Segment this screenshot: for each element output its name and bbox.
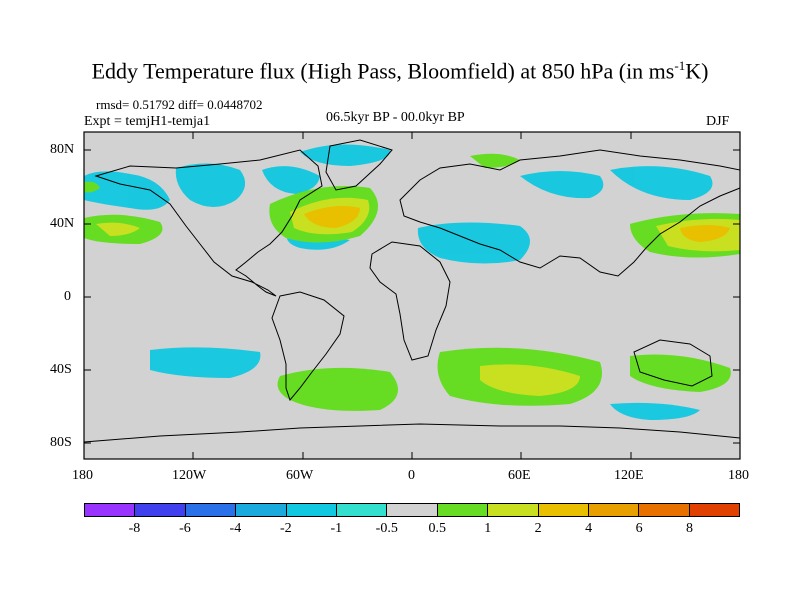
coast-north-america	[94, 149, 323, 297]
neg-region-canada	[262, 166, 320, 194]
colorbar	[84, 503, 740, 517]
x-tick-label: 120W	[172, 468, 207, 483]
colorbar-swatch	[387, 504, 438, 516]
neg-region-s-ocean	[610, 402, 700, 420]
neg-region-mediterranean	[417, 222, 530, 264]
y-tick-label: 40S	[50, 362, 72, 377]
season-label: DJF	[706, 114, 730, 129]
pos-region-nw-pacific	[84, 181, 100, 193]
colorbar-label: -0.5	[375, 521, 398, 536]
x-tick-label: 60E	[508, 468, 531, 483]
positive-anomaly-regions-high	[96, 197, 740, 396]
colorbar-label: 2	[534, 521, 542, 536]
colorbar-label: 6	[635, 521, 643, 536]
pos-region-arctic	[470, 153, 520, 168]
colorbar-swatch	[538, 504, 589, 516]
neg-region-e-siberia	[610, 166, 713, 200]
colorbar-label: -1	[330, 521, 343, 536]
colorbar-swatch	[588, 504, 640, 516]
x-tick-label: 0	[408, 468, 415, 483]
colorbar-label: 8	[686, 521, 694, 536]
coast-australia	[633, 339, 713, 387]
core-indian-ocean	[480, 364, 580, 396]
coast-africa	[369, 241, 451, 361]
colorbar-swatch	[689, 504, 740, 516]
tick-marks	[83, 132, 741, 459]
y-tick-label: 80S	[50, 435, 72, 450]
colorbar-label: 0.5	[428, 521, 446, 536]
core-e-pacific	[96, 222, 140, 236]
pos-region-australia-s	[630, 354, 731, 392]
core-gulf-stream-inner	[304, 206, 360, 228]
stats-label: rmsd= 0.51792 diff= 0.0448702	[96, 97, 263, 112]
y-tick-label: 0	[64, 289, 71, 304]
coast-greenland	[325, 139, 393, 191]
colorbar-label: -4	[229, 521, 242, 536]
x-tick-label: 180	[728, 468, 749, 483]
chart-title: Eddy Temperature flux (High Pass, Bloomf…	[91, 58, 709, 84]
neg-region-n-pacific-w	[84, 171, 170, 210]
coastlines	[83, 139, 741, 443]
period-label: 06.5kyr BP - 00.0kyr BP	[326, 110, 465, 125]
colorbar-swatch	[236, 504, 287, 516]
experiment-label: Expt = temjH1-temja1	[84, 114, 211, 129]
coast-south-america	[271, 291, 345, 402]
neg-region-s-pacific	[150, 347, 261, 378]
colorbar-swatch	[336, 504, 388, 516]
colorbar-swatch	[135, 504, 186, 516]
colorbar-swatch	[286, 504, 337, 516]
colorbar-swatch	[488, 504, 539, 516]
colorbar-swatch	[437, 504, 489, 516]
x-tick-label: 120E	[614, 468, 644, 483]
y-tick-label: 40N	[50, 216, 75, 231]
colorbar-label: 1	[484, 521, 492, 536]
neg-region-greenland-n	[300, 144, 391, 166]
coast-eurasia	[399, 149, 741, 277]
coast-antarctica	[83, 423, 741, 443]
core-kuroshio-inner	[680, 225, 730, 242]
colorbar-label: -2	[280, 521, 292, 536]
colorbar-swatch	[85, 504, 136, 516]
colorbar-label: -6	[179, 521, 191, 536]
x-tick-label: 180	[72, 468, 93, 483]
colorbar-label: 4	[585, 521, 593, 536]
x-tick-label: 60W	[286, 468, 314, 483]
neg-region-siberia	[520, 171, 604, 199]
colorbar-swatch	[185, 504, 237, 516]
colorbar-label: -8	[128, 521, 141, 536]
colorbar-swatch	[639, 504, 690, 516]
neg-region-alaska	[175, 163, 246, 207]
y-tick-label: 80N	[50, 142, 75, 157]
